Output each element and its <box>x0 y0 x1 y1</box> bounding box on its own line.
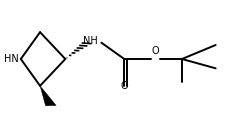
Text: NH: NH <box>83 36 98 46</box>
Text: O: O <box>121 81 128 91</box>
Polygon shape <box>40 86 56 106</box>
Text: O: O <box>152 46 159 56</box>
Text: HN: HN <box>4 54 19 64</box>
